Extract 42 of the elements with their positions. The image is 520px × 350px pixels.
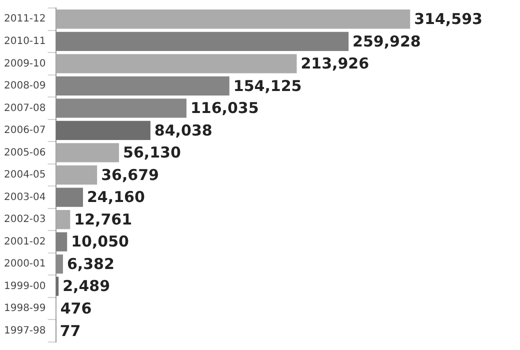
y-tick-label: 2005-06: [4, 147, 46, 158]
y-tick-label: 1998-99: [4, 303, 46, 314]
bar: [56, 254, 63, 274]
bar: [56, 10, 410, 29]
data-label: 314,593: [414, 10, 482, 28]
y-tick-label: 2003-04: [4, 192, 46, 203]
data-label: 154,125: [233, 76, 302, 95]
data-label: 12,761: [74, 210, 132, 228]
y-tick-label: 2000-01: [4, 258, 46, 270]
bar: [56, 188, 83, 207]
data-label: 84,038: [154, 121, 212, 140]
y-tick-label: 2008-09: [4, 80, 46, 92]
data-label: 24,160: [86, 188, 145, 206]
data-label: 259,928: [352, 32, 421, 50]
data-label: 56,130: [123, 144, 181, 162]
y-tick-label: 2010-11: [4, 36, 46, 47]
y-tick-label: 2006-07: [4, 125, 46, 136]
bar: [56, 210, 70, 230]
data-label: 10,050: [71, 232, 129, 251]
y-tick-label: 2002-03: [4, 214, 46, 226]
bar: [56, 98, 186, 118]
bar: [56, 143, 120, 162]
y-tick-label: 2009-10: [4, 58, 46, 70]
y-tick-label: 1997-98: [4, 325, 46, 336]
data-label: 36,679: [101, 166, 159, 184]
bar: [56, 232, 68, 252]
data-label: 2,489: [62, 277, 110, 296]
y-tick-label: 2011-12: [4, 14, 46, 25]
bar: [56, 54, 297, 74]
y-tick-label: 1999-00: [4, 280, 46, 292]
y-tick-label: 2001-02: [4, 236, 46, 248]
data-label: 213,926: [300, 54, 370, 73]
bar: [56, 32, 349, 51]
data-label: 77: [60, 322, 81, 340]
y-tick-label: 2007-08: [4, 102, 46, 114]
y-tick-label: 2004-05: [4, 170, 46, 181]
data-label: 116,035: [190, 99, 259, 118]
data-label: 476: [60, 299, 92, 318]
bar: [56, 165, 98, 185]
bar: [56, 120, 150, 140]
bar: [56, 76, 230, 96]
data-label: 6,382: [66, 254, 114, 273]
